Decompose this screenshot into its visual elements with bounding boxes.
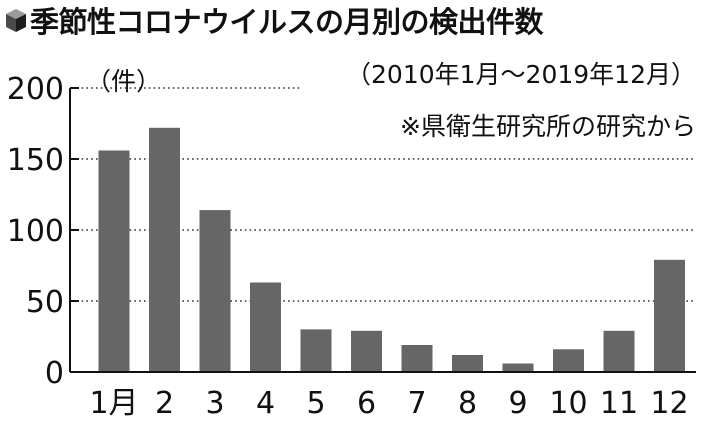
- x-tick-label-9: 9: [508, 386, 527, 421]
- bar-3: [199, 210, 231, 372]
- bar-7: [401, 345, 433, 372]
- y-tick-label-50: 50: [26, 285, 64, 320]
- period-note: （2010年1月～2019年12月）: [346, 60, 696, 89]
- bar-12: [654, 259, 685, 372]
- bar-8: [452, 355, 483, 372]
- y-tick-label-200: 200: [7, 72, 64, 107]
- unit-label: （件）: [86, 67, 161, 96]
- y-tick-label-0: 0: [45, 356, 64, 391]
- y-tick-labels: 0 50 100 150 200: [7, 72, 64, 391]
- bars: [98, 127, 685, 372]
- x-tick-label-12: 12: [650, 386, 688, 421]
- x-tick-label-4: 4: [256, 386, 275, 421]
- axes: [69, 87, 696, 373]
- x-tick-label-1: 1月: [89, 386, 138, 421]
- chart-title: 季節性コロナウイルスの月別の検出件数: [30, 5, 544, 39]
- source-note: ※県衛生研究所の研究から: [400, 112, 696, 141]
- x-tick-label-6: 6: [357, 386, 376, 421]
- bar-5: [300, 329, 332, 372]
- grid-lines: [72, 87, 696, 302]
- bar-6: [351, 330, 382, 372]
- bar-10: [553, 349, 584, 372]
- x-tick-label-2: 2: [155, 386, 174, 421]
- cube-icon: [6, 9, 26, 32]
- x-tick-label-5: 5: [306, 386, 325, 421]
- x-tick-label-7: 7: [407, 386, 426, 421]
- x-tick-label-11: 11: [600, 386, 638, 421]
- bar-9: [502, 363, 534, 372]
- bar-11: [603, 330, 635, 372]
- bar-2: [149, 127, 180, 372]
- title-row: 季節性コロナウイルスの月別の検出件数: [0, 0, 710, 44]
- x-tick-label-8: 8: [458, 386, 477, 421]
- x-tick-label-3: 3: [205, 386, 224, 421]
- y-tick-label-100: 100: [7, 214, 64, 249]
- x-tick-label-10: 10: [549, 386, 587, 421]
- y-tick-label-150: 150: [7, 143, 64, 178]
- x-tick-labels: 1月 2 3 4 5 6 7 8 9 10 11 12: [89, 386, 688, 421]
- bar-4: [250, 282, 281, 372]
- bar-1: [98, 150, 130, 372]
